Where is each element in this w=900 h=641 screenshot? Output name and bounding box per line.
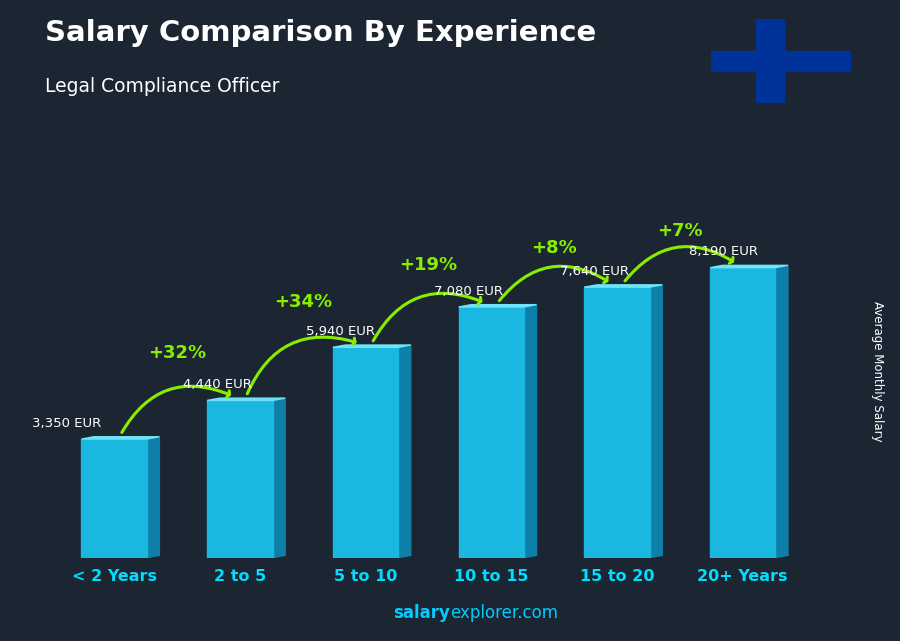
Text: 7,080 EUR: 7,080 EUR — [434, 285, 503, 298]
Text: salary: salary — [393, 604, 450, 622]
Text: 7,640 EUR: 7,640 EUR — [560, 265, 629, 278]
Polygon shape — [584, 285, 662, 287]
Bar — [333, 347, 399, 558]
Text: Salary Comparison By Experience: Salary Comparison By Experience — [45, 19, 596, 47]
Polygon shape — [710, 265, 788, 268]
Bar — [207, 401, 273, 558]
Text: 8,190 EUR: 8,190 EUR — [689, 246, 759, 258]
Bar — [756, 19, 784, 103]
Text: +8%: +8% — [531, 238, 577, 256]
Text: 3,350 EUR: 3,350 EUR — [32, 417, 101, 430]
Polygon shape — [524, 304, 536, 558]
Text: +32%: +32% — [148, 344, 206, 362]
Text: 5,940 EUR: 5,940 EUR — [306, 325, 375, 338]
Polygon shape — [459, 304, 536, 307]
Bar — [710, 268, 776, 558]
Bar — [82, 439, 147, 558]
Polygon shape — [147, 437, 159, 558]
Text: explorer.com: explorer.com — [450, 604, 558, 622]
Polygon shape — [207, 398, 285, 401]
Text: 4,440 EUR: 4,440 EUR — [183, 378, 252, 391]
Bar — [584, 287, 650, 558]
Text: +7%: +7% — [657, 222, 703, 240]
Polygon shape — [273, 398, 285, 558]
Bar — [459, 307, 524, 558]
Text: +34%: +34% — [274, 293, 332, 312]
Polygon shape — [333, 345, 410, 347]
Text: Average Monthly Salary: Average Monthly Salary — [871, 301, 884, 442]
Polygon shape — [776, 265, 788, 558]
Polygon shape — [399, 345, 410, 558]
Polygon shape — [82, 437, 159, 439]
Polygon shape — [650, 285, 662, 558]
Bar — [711, 51, 850, 71]
Text: Legal Compliance Officer: Legal Compliance Officer — [45, 77, 280, 96]
Text: +19%: +19% — [400, 256, 457, 274]
